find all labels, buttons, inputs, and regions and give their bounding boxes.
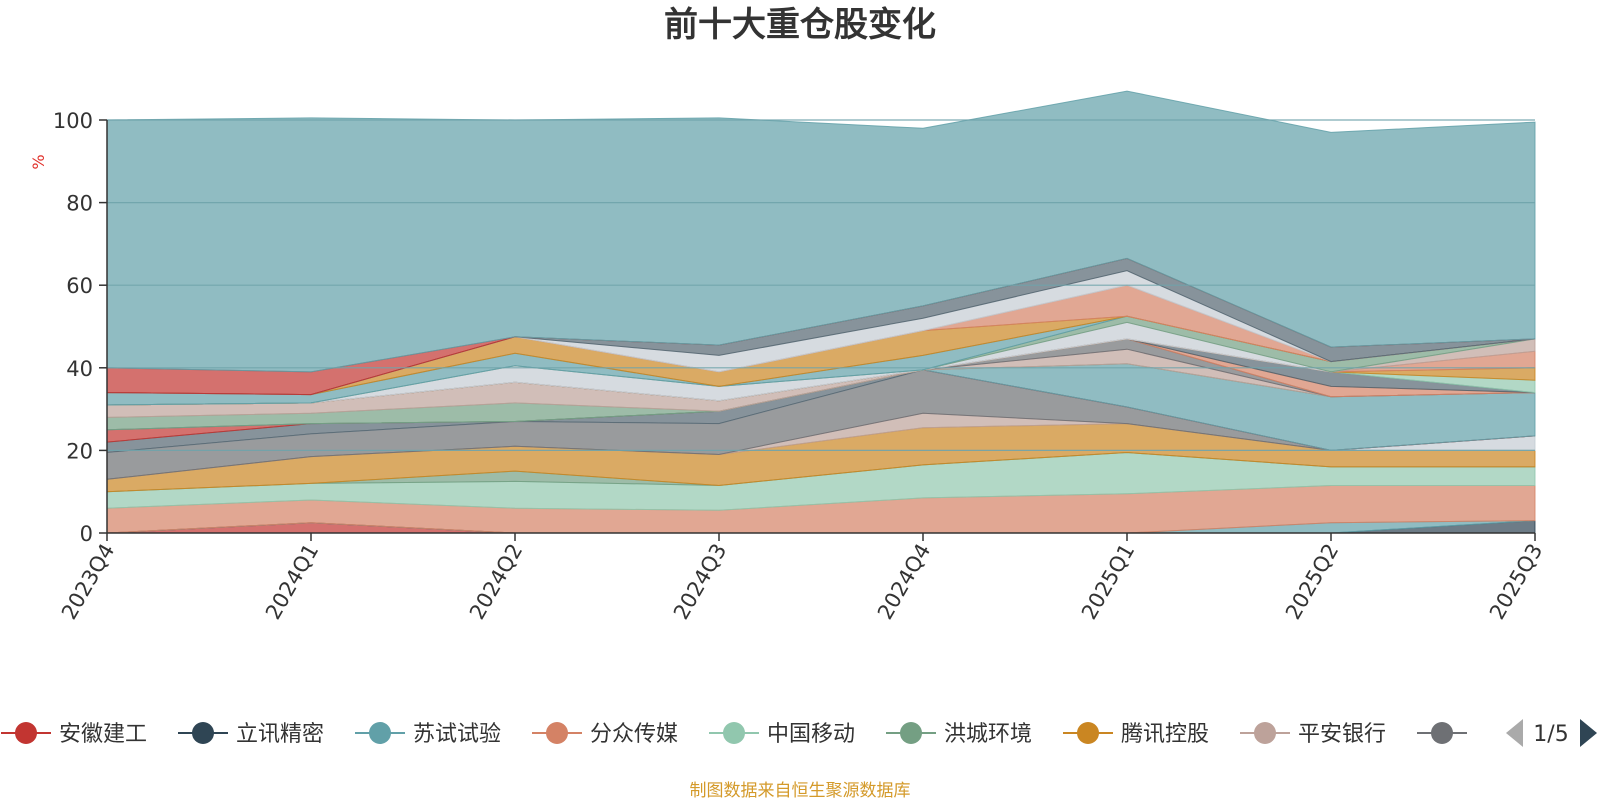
y-tick-label-5: 100 xyxy=(53,109,93,133)
x-tick-label-5: 2025Q1 xyxy=(1077,540,1139,624)
y-axis-unit: % xyxy=(29,154,48,169)
chart-title: 前十大重仓股变化 xyxy=(664,5,936,45)
stacked-areas xyxy=(106,90,1536,534)
legend-item-4[interactable]: 中国移动 xyxy=(709,722,855,747)
legend-dot-3 xyxy=(546,722,568,744)
legend-dot-7 xyxy=(1254,722,1276,744)
legend-item-5[interactable]: 洪城环境 xyxy=(886,722,1032,747)
legend-label-2: 苏试试验 xyxy=(413,722,501,747)
x-tick-label-2: 2024Q2 xyxy=(465,540,527,624)
legend-item-0[interactable]: 安徽建工 xyxy=(1,722,147,747)
x-tick-label-0: 2023Q4 xyxy=(57,540,119,624)
legend-label-7: 平安银行 xyxy=(1298,722,1386,747)
legend: 安徽建工 立讯精密 苏试试验 分众传媒 中国移动 洪城环境 腾讯控股 平安银行 1/5 xyxy=(1,719,1597,747)
data-source-note: 制图数据来自恒生聚源数据库 xyxy=(690,781,911,800)
legend-item-7[interactable]: 平安银行 xyxy=(1240,722,1386,747)
x-tick-label-6: 2025Q2 xyxy=(1281,540,1343,624)
x-tick-label-1: 2024Q1 xyxy=(261,540,323,624)
legend-item-2[interactable]: 苏试试验 xyxy=(355,722,501,747)
legend-label-0: 安徽建工 xyxy=(59,722,147,747)
legend-dot-1 xyxy=(192,722,214,744)
legend-item-8[interactable] xyxy=(1417,722,1467,744)
y-tick-label-4: 80 xyxy=(66,192,93,216)
legend-label-4: 中国移动 xyxy=(767,722,855,747)
legend-label-1: 立讯精密 xyxy=(236,722,324,747)
legend-dot-4 xyxy=(723,722,745,744)
x-tick-label-4: 2024Q4 xyxy=(873,540,935,624)
legend-dot-0 xyxy=(15,722,37,744)
legend-item-3[interactable]: 分众传媒 xyxy=(532,722,678,747)
legend-label-5: 洪城环境 xyxy=(944,722,1032,747)
x-tick-label-3: 2024Q3 xyxy=(669,540,731,624)
legend-prev-arrow-icon[interactable] xyxy=(1506,719,1523,747)
legend-dot-6 xyxy=(1077,722,1099,744)
legend-item-6[interactable]: 腾讯控股 xyxy=(1063,722,1209,747)
y-tick-label-0: 0 xyxy=(80,522,93,546)
legend-page-indicator: 1/5 xyxy=(1533,722,1568,747)
legend-dot-8 xyxy=(1431,722,1453,744)
y-tick-label-3: 60 xyxy=(66,274,93,298)
legend-label-3: 分众传媒 xyxy=(590,722,678,747)
x-tick-label-7: 2025Q3 xyxy=(1485,540,1547,624)
legend-dot-2 xyxy=(369,722,391,744)
area-series-30 xyxy=(106,90,1536,373)
legend-item-1[interactable]: 立讯精密 xyxy=(178,722,324,747)
grid-lines xyxy=(107,119,1535,451)
legend-next-arrow-icon[interactable] xyxy=(1580,719,1597,747)
legend-label-6: 腾讯控股 xyxy=(1121,722,1209,747)
legend-items: 安徽建工 立讯精密 苏试试验 分众传媒 中国移动 洪城环境 腾讯控股 平安银行 xyxy=(1,722,1467,747)
y-tick-label-1: 20 xyxy=(66,439,93,463)
legend-dot-5 xyxy=(900,722,922,744)
y-tick-label-2: 40 xyxy=(66,357,93,381)
